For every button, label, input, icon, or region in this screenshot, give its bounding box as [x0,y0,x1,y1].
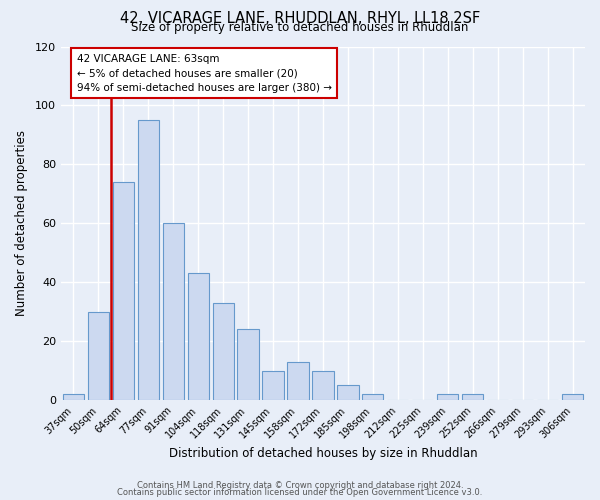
Text: 42 VICARAGE LANE: 63sqm
← 5% of detached houses are smaller (20)
94% of semi-det: 42 VICARAGE LANE: 63sqm ← 5% of detached… [77,54,332,93]
Bar [88,312,109,400]
Bar [238,330,259,400]
Text: 42, VICARAGE LANE, RHUDDLAN, RHYL, LL18 2SF: 42, VICARAGE LANE, RHUDDLAN, RHYL, LL18 … [120,11,480,26]
Bar [163,224,184,400]
Bar [462,394,484,400]
Bar [437,394,458,400]
Text: Contains public sector information licensed under the Open Government Licence v3: Contains public sector information licen… [118,488,482,497]
Bar [113,182,134,400]
X-axis label: Distribution of detached houses by size in Rhuddlan: Distribution of detached houses by size … [169,447,477,460]
Text: Contains HM Land Registry data © Crown copyright and database right 2024.: Contains HM Land Registry data © Crown c… [137,481,463,490]
Text: Size of property relative to detached houses in Rhuddlan: Size of property relative to detached ho… [131,22,469,35]
Bar [362,394,383,400]
Bar [188,274,209,400]
Bar [313,370,334,400]
Bar [212,303,234,400]
Y-axis label: Number of detached properties: Number of detached properties [15,130,28,316]
Bar [262,370,284,400]
Bar [287,362,308,400]
Bar [63,394,84,400]
Bar [562,394,583,400]
Bar [137,120,159,400]
Bar [337,386,359,400]
